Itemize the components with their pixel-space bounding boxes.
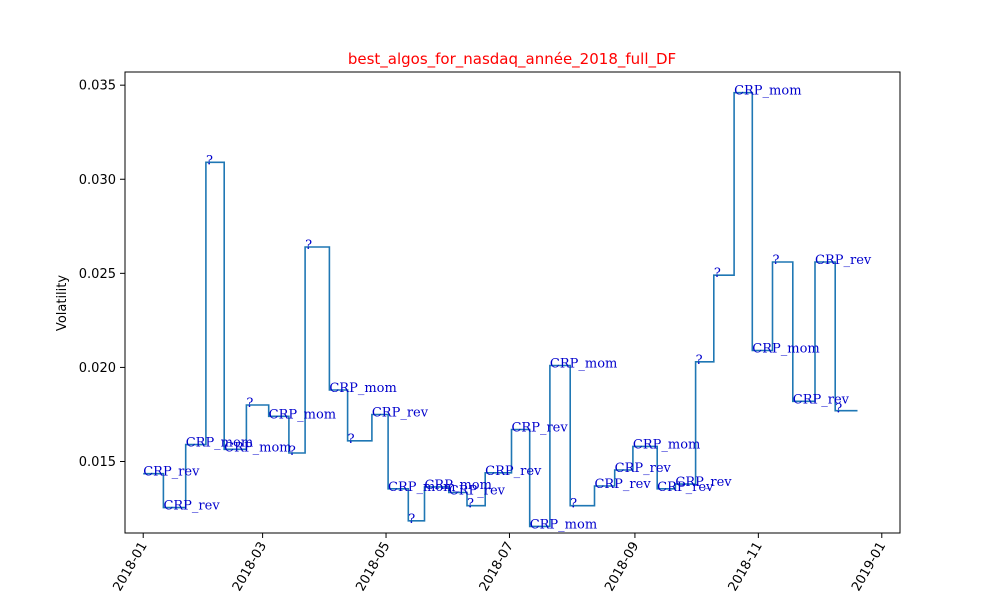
annotation-label: ? (835, 402, 842, 417)
x-tick-label: 2018-09 (602, 540, 642, 595)
annotation-label: ? (714, 266, 721, 281)
annotation-label: CRP_mom (186, 436, 253, 451)
x-axis: 2018-01 2018-03 2018-05 2018-07 2018-09 2018-… (111, 533, 889, 595)
annotation-label: CRP_mom (388, 480, 455, 495)
annotation-label: CRP_rev (594, 477, 651, 492)
annotation-label: ? (206, 153, 213, 168)
annotation-label: ? (467, 497, 474, 512)
annotation-label: CRP_rev (449, 484, 506, 499)
x-tick-label: 2018-03 (230, 540, 270, 595)
annotation-label: CRP_rev (793, 392, 850, 407)
annotation-label: ? (570, 497, 577, 512)
plot-frame (124, 71, 901, 534)
annotation-label: CRP_mom (530, 517, 597, 532)
annotation-label: CRP_rev (163, 499, 220, 514)
annotations: CRP_revCRP_revCRP_mom?CRP_mom?CRP_mom??C… (143, 84, 872, 533)
annotation-label: CRP_mom (224, 440, 291, 455)
annotation-label: CRP_mom (424, 478, 491, 493)
chart-title: best_algos_for_nasdaq_année_2018_full_DF (348, 50, 676, 69)
annotation-label: ? (696, 353, 703, 368)
y-tick-label: 0.015 (79, 455, 116, 470)
annotation-label: CRP_rev (372, 405, 429, 420)
x-tick-label: 2018-05 (353, 540, 393, 595)
annotation-label: CRP_rev (615, 461, 672, 476)
annotation-label: CRP_rev (815, 253, 872, 268)
annotation-label: CRP_rev (675, 475, 732, 490)
annotation-label: CRP_mom (734, 84, 801, 99)
annotation-label: CRP_mom (269, 407, 336, 422)
annotation-label: ? (305, 238, 312, 253)
annotation-label: ? (408, 512, 415, 527)
x-tick-label: 2018-11 (726, 540, 766, 595)
annotation-label: ? (773, 253, 780, 268)
x-tick-label: 2018-07 (477, 540, 517, 595)
x-tick-label: 2019-01 (849, 540, 889, 595)
annotation-label: ? (348, 432, 355, 447)
y-tick-label: 0.025 (79, 267, 116, 282)
annotation-label: CRP_rev (657, 480, 714, 495)
y-axis-label: Volatility (55, 275, 70, 331)
annotation-label: CRP_mom (329, 381, 396, 396)
annotation-label: ? (246, 396, 253, 411)
annotation-label: CRP_mom (550, 357, 617, 372)
annotation-label: CRP_rev (485, 464, 542, 479)
y-tick-label: 0.035 (79, 79, 116, 94)
annotation-label: CRP_rev (511, 421, 568, 436)
annotation-label: CRP_mom (633, 437, 700, 452)
x-tick-label: 2018-01 (111, 540, 151, 595)
series-line (143, 91, 858, 528)
y-tick-label: 0.020 (79, 361, 116, 376)
y-tick-label: 0.030 (79, 173, 116, 188)
annotation-label: CRP_rev (143, 465, 200, 480)
y-axis: 0.015 0.020 0.025 0.030 0.035 (79, 79, 125, 470)
annotation-label: ? (289, 444, 296, 459)
annotation-label: CRP_mom (752, 341, 819, 356)
